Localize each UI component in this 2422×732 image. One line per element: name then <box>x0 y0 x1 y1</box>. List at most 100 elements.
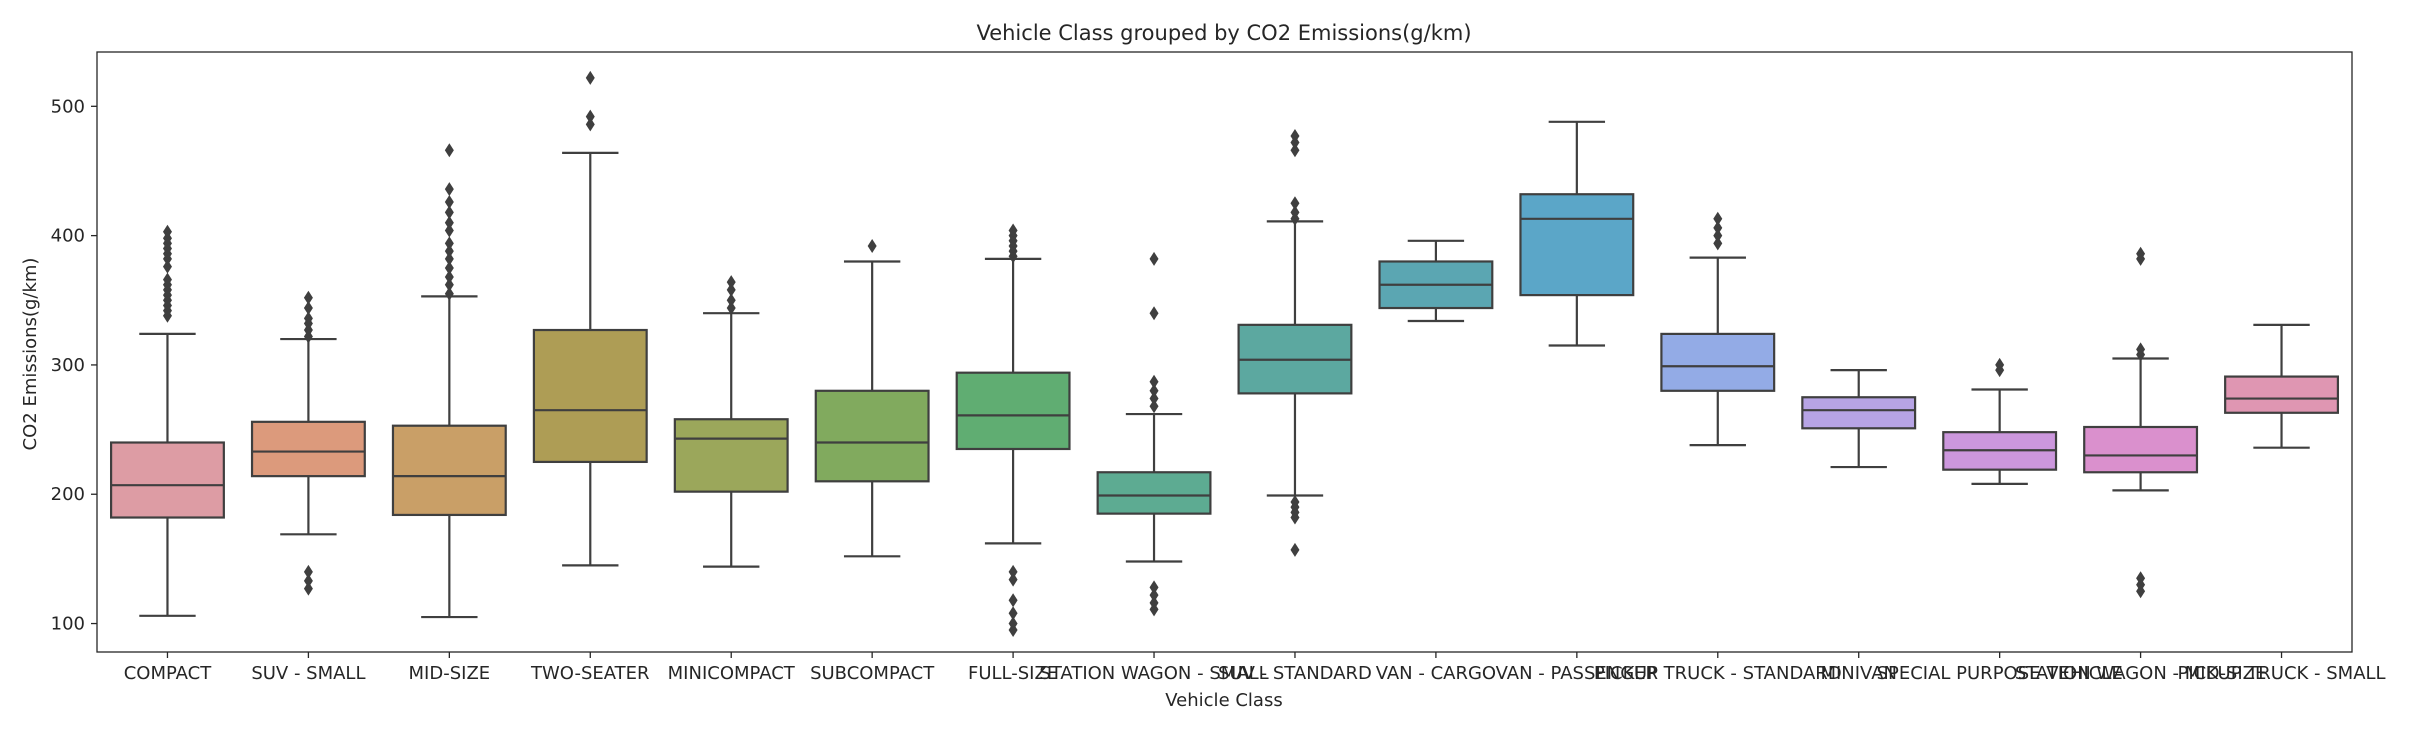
outlier-point <box>1713 228 1723 243</box>
box-group <box>532 70 648 567</box>
box-group <box>1801 369 1917 469</box>
box-group <box>1660 211 1776 447</box>
box-group <box>1096 251 1212 617</box>
box <box>1519 193 1635 297</box>
outlier-point <box>1008 593 1018 608</box>
box-group <box>1378 239 1494 323</box>
y-tick-label: 300 <box>51 355 85 376</box>
outlier-point <box>303 290 313 305</box>
x-tick-label: TWO-SEATER <box>530 663 650 684</box>
box <box>532 328 648 464</box>
outlier-point <box>444 251 454 266</box>
outlier-point <box>1149 306 1159 321</box>
outlier-point <box>444 260 454 275</box>
outlier-point <box>162 272 172 287</box>
box <box>109 441 225 519</box>
box <box>1096 471 1212 515</box>
y-tick-label: 500 <box>51 96 85 117</box>
box-group <box>955 223 1071 638</box>
box-group <box>391 143 507 619</box>
outlier-point <box>444 195 454 209</box>
outlier-point <box>303 311 313 326</box>
outlier-point <box>303 573 313 588</box>
box-group <box>2083 246 2199 599</box>
outlier-point <box>1290 205 1300 220</box>
x-tick-label: VAN - PASSENGER <box>1496 663 1658 684</box>
box <box>1660 332 1776 392</box>
outlier-point <box>303 564 313 579</box>
outlier-point <box>1290 143 1300 158</box>
x-tick-label: FULL-SIZE <box>968 663 1058 684</box>
box-group <box>109 224 225 617</box>
outlier-point <box>1290 129 1300 144</box>
outlier-point <box>1290 495 1300 509</box>
x-tick-label: SUBCOMPACT <box>810 663 935 684</box>
x-tick-label: SPECIAL PURPOSE VEHICLE <box>1877 663 2123 684</box>
outlier-point <box>162 259 172 274</box>
outlier-point <box>1149 251 1159 266</box>
outlier-point <box>444 236 454 251</box>
outlier-point <box>444 182 454 197</box>
outlier-point <box>726 301 736 316</box>
chart-title: Vehicle Class grouped by CO2 Emissions(g… <box>976 21 1471 45</box>
outlier-point <box>726 275 736 290</box>
x-tick-label: STATION WAGON - MID-SIZE <box>2015 663 2267 684</box>
outlier-point <box>1008 564 1018 579</box>
y-tick-label: 100 <box>51 614 85 635</box>
x-tick-label: SUV - SMALL <box>251 663 365 684</box>
outlier-point <box>867 238 877 253</box>
outlier-point <box>585 109 595 124</box>
outlier-point <box>1149 595 1159 610</box>
x-tick-label: SUV - STANDARD <box>1218 663 1372 684</box>
y-axis-label: CO2 Emissions(g/km) <box>20 258 41 451</box>
outlier-point <box>1713 236 1723 251</box>
outlier-point <box>444 244 454 259</box>
box <box>391 424 507 517</box>
x-tick-label: PICKUP TRUCK - SMALL <box>2177 663 2385 684</box>
x-axis-label: Vehicle Class <box>1165 690 1282 711</box>
outlier-point <box>444 270 454 284</box>
outlier-point <box>1149 588 1159 603</box>
outlier-point <box>303 581 313 596</box>
x-tick-label: MINIVAN <box>1820 663 1897 684</box>
outlier-point <box>585 70 595 85</box>
outlier-point <box>162 224 172 239</box>
outlier-point <box>444 286 454 301</box>
x-tick-label: MID-SIZE <box>409 663 491 684</box>
outlier-point <box>1008 616 1018 631</box>
box-group <box>1519 120 1635 347</box>
outlier-point <box>1149 374 1159 389</box>
outlier-point <box>1713 220 1723 235</box>
outlier-point <box>444 205 454 220</box>
y-tick-label: 400 <box>51 226 85 247</box>
axes-frame <box>96 51 2353 653</box>
outlier-point <box>1008 223 1018 238</box>
outlier-point <box>1149 399 1159 414</box>
x-tick-label: MINICOMPACT <box>668 663 796 684</box>
box-group <box>2224 323 2340 449</box>
box <box>250 420 366 478</box>
box-group <box>814 238 930 558</box>
box <box>2083 425 2199 474</box>
box <box>673 418 789 493</box>
outlier-point <box>444 223 454 238</box>
outlier-point <box>1713 211 1723 226</box>
y-tick-label: 200 <box>51 484 85 505</box>
outlier-point <box>1008 606 1018 621</box>
x-tick-label: PICKUP TRUCK - STANDARD <box>1594 663 1842 684</box>
outlier-point <box>303 301 313 316</box>
outlier-point <box>1149 383 1159 398</box>
outlier-point <box>1290 196 1300 211</box>
x-tick-label: COMPACT <box>124 663 213 684</box>
box <box>814 389 930 483</box>
outlier-point <box>726 282 736 297</box>
box <box>1801 396 1917 430</box>
outlier-point <box>1149 391 1159 406</box>
box-group <box>250 290 366 596</box>
x-tick-label: STATION WAGON - SMALL <box>1039 663 1268 684</box>
outlier-point <box>726 293 736 308</box>
outlier-point <box>585 117 595 132</box>
outlier-point <box>2136 571 2146 586</box>
outlier-point <box>444 215 454 230</box>
